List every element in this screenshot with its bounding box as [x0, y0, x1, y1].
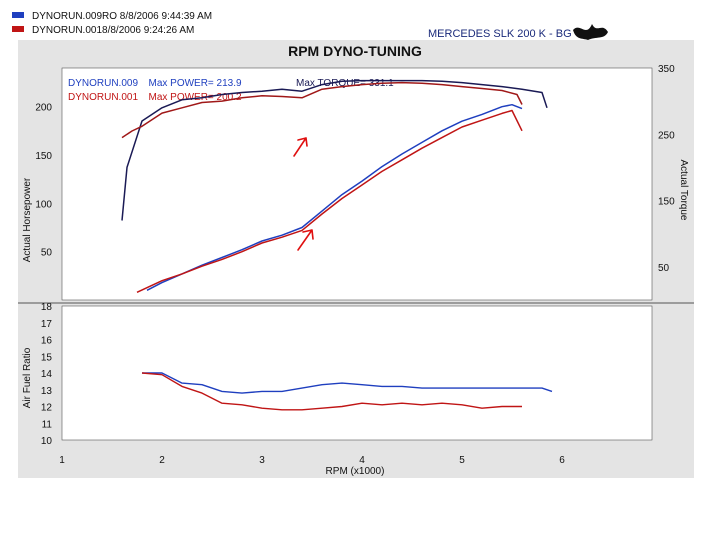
y-tick-torque-150: 150 [658, 197, 675, 208]
header-run-a-label: DYNORUN.009RO 8/8/2006 9:44:39 AM [32, 11, 212, 22]
legend-entry-001: DYNORUN.001 Max POWER= 200.2 [68, 87, 242, 104]
x-tick-6: 6 [559, 455, 565, 466]
legend-swatch-run-b [12, 26, 24, 32]
series-line-torque-dynorun-009 [121, 79, 548, 221]
series-line-power-dynorun-009 [146, 103, 523, 291]
series-line-afr-dynorun-009 [142, 372, 553, 394]
x-tick-4: 4 [359, 455, 365, 466]
legend-entry-009-name: DYNORUN.009 [68, 78, 138, 89]
series-line-torque-dynorun-001 [121, 81, 523, 139]
max-torque-label: Max TORQUE= 331.1 [296, 78, 394, 89]
y-tick-power-50: 50 [41, 248, 53, 259]
x-tick-3: 3 [259, 455, 265, 466]
y-tick-afr-17: 17 [41, 319, 53, 330]
y-tick-power-200: 200 [35, 103, 52, 114]
y-axis-label-power: Actual Horsepower [22, 177, 33, 262]
x-tick-5: 5 [459, 455, 465, 466]
y-tick-power-100: 100 [35, 199, 52, 210]
series-line-afr-dynorun-001 [141, 372, 522, 411]
y-tick-afr-16: 16 [41, 336, 53, 347]
y-tick-afr-13: 13 [41, 386, 53, 397]
chart-title: RPM DYNO-TUNING [288, 43, 422, 59]
legend-entry-009-value: Max POWER= 213.9 [148, 78, 242, 89]
y-tick-afr-15: 15 [41, 352, 53, 363]
y-tick-afr-11: 11 [42, 419, 53, 430]
legend-swatch-run-a [12, 12, 24, 18]
y-tick-torque-350: 350 [658, 64, 675, 75]
legend-entry-001-name: DYNORUN.001 [68, 92, 138, 103]
y-tick-power-150: 150 [35, 151, 52, 162]
annotation-arrow-upper [293, 137, 308, 157]
x-axis-label: RPM (x1000) [326, 466, 385, 477]
series-layer [121, 79, 553, 411]
y-tick-torque-250: 250 [658, 130, 675, 141]
legend-entry-009: DYNORUN.009 Max POWER= 213.9 [68, 73, 242, 90]
y-tick-afr-18: 18 [41, 302, 53, 313]
x-tick-1: 1 [59, 455, 65, 466]
x-tick-2: 2 [159, 455, 165, 466]
y-tick-afr-12: 12 [41, 403, 53, 414]
redaction-scribble [573, 24, 608, 40]
y-tick-torque-50: 50 [658, 263, 670, 274]
tick-layer: 5010015020050150250350101112131415161718… [35, 64, 675, 466]
series-line-power-dynorun-001 [136, 109, 523, 293]
y-axis-label-afr: Air Fuel Ratio [22, 347, 33, 408]
annotation-arrow-lower [297, 229, 314, 251]
car-label: MERCEDES SLK 200 K - BG [428, 28, 572, 40]
y-tick-afr-10: 10 [41, 436, 53, 447]
header-run-b-label: DYNORUN.0018/8/2006 9:24:26 AM [32, 25, 194, 36]
y-axis-label-torque: Actual Torque [678, 160, 689, 221]
y-tick-afr-14: 14 [41, 369, 53, 380]
legend-entry-001-value: Max POWER= 200.2 [148, 92, 242, 103]
